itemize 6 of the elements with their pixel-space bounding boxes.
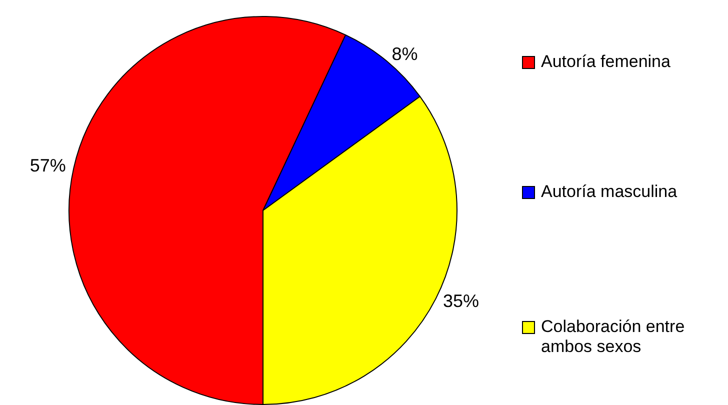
- data-label: 8%: [392, 44, 418, 64]
- data-label: 35%: [442, 291, 480, 312]
- data-label: 57%: [30, 155, 66, 176]
- legend-label: Autoría masculina: [541, 182, 678, 202]
- legend-label: Colaboración entre ambos sexos: [541, 317, 686, 357]
- legend-label: Autoría femenina: [541, 52, 672, 72]
